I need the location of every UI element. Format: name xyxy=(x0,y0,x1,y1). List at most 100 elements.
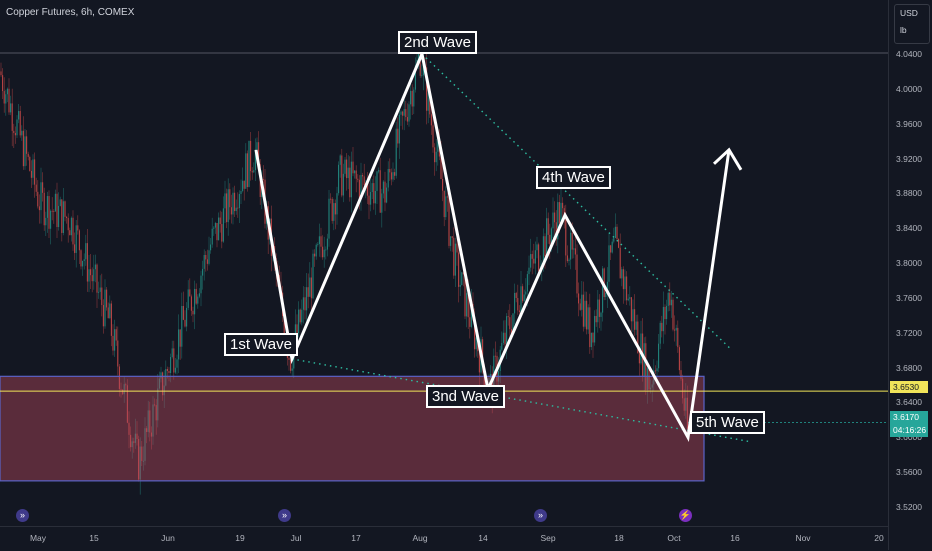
candle-body xyxy=(94,264,96,270)
candle-body xyxy=(130,434,132,448)
candle-body xyxy=(238,194,240,209)
candle-body xyxy=(341,155,343,196)
candle-body xyxy=(182,305,184,320)
candle-body xyxy=(619,247,621,279)
candle-body xyxy=(363,176,365,186)
candle-body xyxy=(107,307,109,319)
candle-body xyxy=(8,88,10,113)
candle-body xyxy=(430,114,432,126)
candle-body xyxy=(82,260,84,267)
candle-body xyxy=(27,153,29,157)
candle-body xyxy=(117,340,119,367)
candle-body xyxy=(226,193,228,223)
candle-body xyxy=(602,268,604,313)
candle-body xyxy=(248,140,250,187)
candle-body xyxy=(429,88,431,115)
level-price-tag: 3.6530 xyxy=(890,381,928,393)
event-icon[interactable]: » xyxy=(16,509,29,522)
candle-body xyxy=(461,272,463,286)
candle-body xyxy=(544,236,546,257)
candle-body xyxy=(355,170,357,179)
candle-body xyxy=(434,147,436,163)
candle-body xyxy=(24,136,26,167)
candle-body xyxy=(458,252,460,287)
candle-body xyxy=(221,224,223,242)
candle-body xyxy=(310,277,312,299)
candle-body xyxy=(165,369,167,386)
candle-body xyxy=(614,226,616,239)
candle-body xyxy=(56,193,58,228)
event-icon[interactable]: » xyxy=(278,509,291,522)
candle-body xyxy=(622,269,624,290)
candle-body xyxy=(530,254,532,268)
price-axis[interactable] xyxy=(888,0,932,550)
candle-body xyxy=(262,179,264,180)
candle-body xyxy=(566,255,568,262)
candle-body xyxy=(197,296,199,304)
candle-body xyxy=(667,292,669,306)
candle-body xyxy=(686,397,688,429)
candle-body xyxy=(349,167,351,198)
candle-body xyxy=(181,305,183,347)
candle-body xyxy=(86,243,88,282)
candle-body xyxy=(40,182,42,211)
candle-body xyxy=(373,183,375,204)
candle-body xyxy=(54,193,56,212)
candle-body xyxy=(536,244,538,251)
candle-body xyxy=(189,289,191,297)
candle-body xyxy=(450,236,452,246)
candle-body xyxy=(378,170,380,172)
candle-body xyxy=(210,244,212,251)
date-tick: 17 xyxy=(351,533,361,543)
candle-body xyxy=(421,75,423,77)
quantity-unit[interactable]: lb xyxy=(900,25,907,35)
candle-body xyxy=(14,133,16,136)
candle-body xyxy=(494,355,496,357)
wave-label-1: 1st Wave xyxy=(224,333,298,356)
wave-label-3: 3nd Wave xyxy=(426,385,505,408)
candle-body xyxy=(638,353,640,364)
candle-body xyxy=(190,296,192,311)
candle-body xyxy=(518,310,520,313)
candle-body xyxy=(330,198,332,200)
candle-body xyxy=(581,294,583,310)
candle-body xyxy=(427,88,429,111)
candle-body xyxy=(400,111,402,115)
candle-body xyxy=(650,387,652,390)
candle-body xyxy=(125,384,127,386)
candle-body xyxy=(253,170,255,173)
candle-body xyxy=(320,236,322,247)
date-tick: Jul xyxy=(290,533,302,543)
candle-body xyxy=(510,329,512,334)
price-tick: 3.5600 xyxy=(896,467,922,478)
candle-body xyxy=(206,259,208,264)
lightning-icon[interactable]: ⚡ xyxy=(679,509,692,522)
candle-body xyxy=(357,178,359,180)
overlay-group xyxy=(0,48,888,482)
time-axis[interactable] xyxy=(0,526,888,551)
candle-body xyxy=(446,196,448,198)
candle-body xyxy=(576,254,578,294)
currency-unit[interactable]: USD xyxy=(900,8,918,18)
candle-body xyxy=(514,292,516,314)
candle-body xyxy=(512,313,514,334)
candle-body xyxy=(597,299,599,323)
candle-body xyxy=(443,190,445,218)
candle-body xyxy=(171,348,173,358)
unit-selector[interactable]: USD lb xyxy=(894,4,930,44)
candle-body xyxy=(136,433,138,440)
candle-body xyxy=(32,159,34,178)
event-icon[interactable]: » xyxy=(534,509,547,522)
candle-body xyxy=(594,315,596,343)
candle-body xyxy=(674,329,676,331)
candle-body xyxy=(531,254,533,259)
chart-area[interactable] xyxy=(0,0,888,526)
candle-body xyxy=(525,291,527,295)
candle-body xyxy=(35,184,37,192)
candle-body xyxy=(314,253,316,257)
candle-body xyxy=(528,267,530,275)
candle-body xyxy=(123,384,125,395)
candle-body xyxy=(323,249,325,258)
candle-body xyxy=(312,253,314,299)
date-tick: 20 xyxy=(874,533,884,543)
